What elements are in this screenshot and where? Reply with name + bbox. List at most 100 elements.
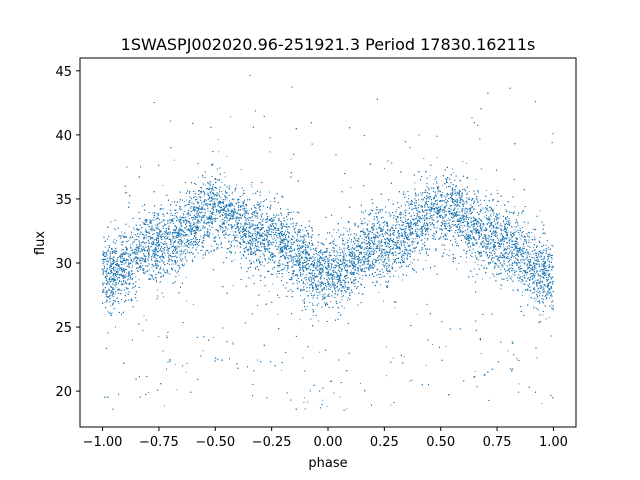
- data-point: [109, 294, 111, 296]
- data-point: [221, 198, 223, 200]
- data-point: [269, 201, 271, 203]
- data-point: [115, 229, 117, 231]
- data-point: [161, 242, 164, 245]
- data-point: [162, 184, 164, 187]
- data-point: [103, 266, 106, 268]
- data-point: [468, 241, 470, 243]
- data-point: [396, 245, 398, 247]
- data-point: [452, 171, 455, 174]
- data-point: [215, 248, 217, 250]
- data-point: [515, 230, 517, 233]
- data-point: [143, 315, 145, 317]
- data-point: [329, 380, 331, 382]
- data-point: [504, 237, 506, 239]
- data-point: [188, 240, 190, 242]
- data-point: [148, 259, 150, 262]
- data-point: [397, 221, 399, 223]
- data-point: [386, 265, 388, 267]
- data-point: [500, 269, 502, 271]
- data-point: [228, 234, 230, 236]
- data-point: [236, 227, 238, 230]
- data-point: [335, 256, 337, 258]
- data-point: [167, 272, 169, 274]
- data-point: [114, 238, 116, 241]
- data-point: [368, 220, 370, 222]
- data-point: [153, 250, 156, 252]
- data-point: [366, 227, 368, 230]
- data-point: [303, 402, 305, 404]
- data-point: [131, 267, 133, 269]
- data-point: [187, 201, 190, 203]
- data-point: [171, 263, 173, 265]
- data-point: [341, 299, 343, 301]
- data-point: [201, 242, 203, 244]
- data-point: [537, 285, 539, 287]
- data-point: [427, 218, 429, 220]
- data-point: [163, 235, 165, 237]
- data-point: [447, 200, 449, 203]
- data-point: [296, 253, 298, 256]
- data-point: [232, 284, 234, 287]
- data-point: [232, 341, 234, 344]
- data-point: [466, 162, 468, 164]
- data-point: [200, 235, 202, 237]
- data-point: [336, 245, 338, 247]
- data-point: [448, 249, 451, 251]
- data-point: [115, 266, 117, 268]
- data-point: [236, 213, 238, 215]
- data-point: [418, 228, 421, 230]
- data-point: [380, 228, 382, 230]
- data-point: [359, 382, 362, 384]
- data-point: [166, 249, 168, 251]
- data-point: [232, 240, 234, 242]
- data-point: [251, 186, 253, 188]
- data-point: [385, 253, 387, 255]
- data-point: [213, 202, 215, 204]
- data-point: [140, 245, 142, 247]
- data-point: [148, 255, 150, 257]
- data-point: [135, 261, 137, 263]
- data-point: [420, 225, 422, 228]
- data-point: [533, 249, 535, 252]
- data-point: [138, 279, 140, 281]
- data-point: [280, 224, 282, 226]
- data-point: [299, 260, 301, 262]
- data-point: [472, 220, 474, 222]
- data-point: [200, 215, 202, 217]
- data-point: [469, 197, 471, 199]
- data-point: [251, 238, 253, 240]
- data-point: [459, 222, 461, 224]
- data-point: [161, 236, 163, 238]
- data-point: [404, 251, 406, 253]
- data-point: [543, 255, 545, 257]
- data-point: [211, 207, 213, 209]
- data-point: [274, 197, 276, 199]
- data-point: [514, 229, 516, 231]
- data-point: [465, 212, 467, 214]
- data-point: [490, 227, 492, 229]
- data-point: [530, 290, 532, 292]
- data-point: [250, 239, 252, 241]
- data-point: [172, 238, 174, 240]
- data-point: [475, 178, 477, 180]
- data-point: [317, 263, 319, 265]
- data-point: [141, 264, 144, 266]
- data-point: [464, 212, 466, 214]
- data-point: [404, 258, 406, 260]
- data-point: [530, 270, 532, 272]
- data-point: [301, 229, 304, 231]
- data-point: [514, 206, 516, 208]
- data-point: [141, 251, 143, 253]
- data-point: [153, 233, 155, 235]
- data-point: [369, 256, 371, 258]
- data-point: [498, 200, 500, 203]
- data-point: [539, 279, 542, 281]
- data-point: [416, 231, 418, 233]
- data-point: [426, 204, 429, 206]
- data-point: [444, 216, 446, 218]
- data-point: [305, 248, 307, 251]
- data-point: [540, 252, 543, 254]
- data-point: [122, 234, 124, 236]
- data-point: [456, 268, 458, 270]
- data-point: [461, 232, 463, 234]
